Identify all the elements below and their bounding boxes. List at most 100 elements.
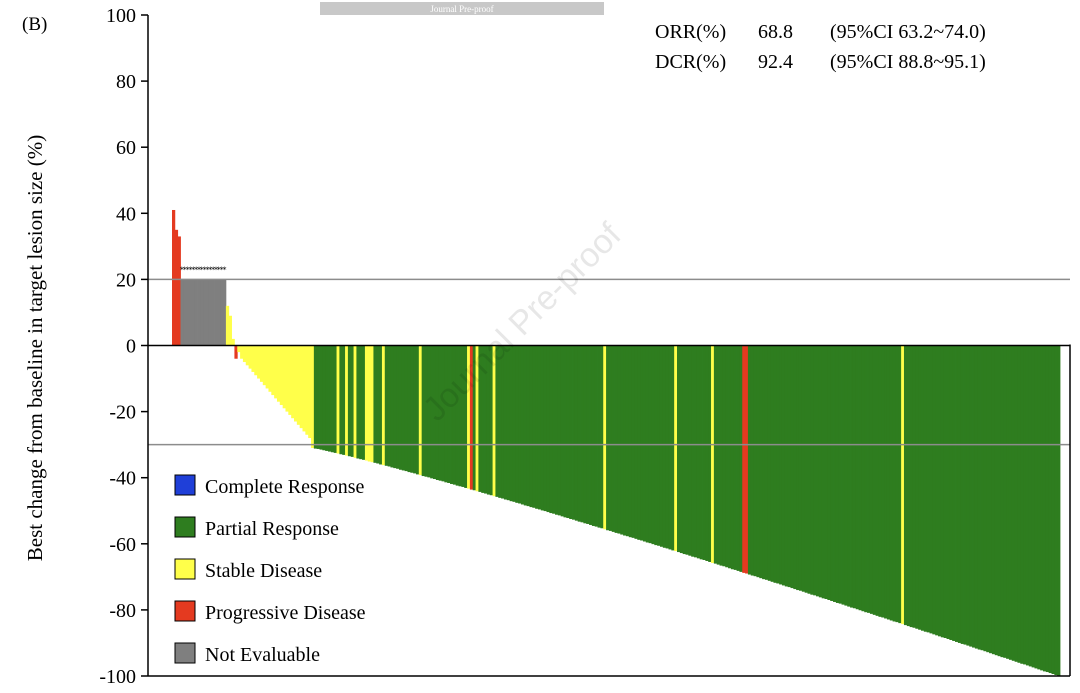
bar-partial (824, 345, 828, 599)
y-axis-label: Best change from baseline in target lesi… (23, 135, 47, 561)
y-tick-label: -80 (109, 600, 136, 622)
bar-partial (679, 345, 684, 554)
bar-partial (617, 345, 621, 534)
bar-stable (262, 345, 267, 386)
bar-partial (1034, 345, 1038, 669)
bar-stable (231, 338, 235, 346)
bar-stable (274, 345, 278, 399)
bar-partial (438, 345, 442, 481)
bar-partial (850, 345, 854, 608)
bar-partial (906, 345, 911, 627)
bar-not-evaluable (217, 279, 221, 346)
bar-partial (642, 345, 647, 542)
bar-partial (977, 345, 981, 650)
bar-partial (625, 345, 630, 537)
not-evaluable-star-marker: * (200, 265, 204, 274)
bar-partial (935, 345, 939, 636)
y-tick-label: -20 (109, 402, 136, 424)
bar-stable (282, 345, 286, 409)
legend-swatch-stable-disease (174, 558, 196, 580)
bar-partial (523, 345, 528, 506)
bar-partial (529, 345, 533, 508)
bar-partial (662, 345, 667, 548)
bar-stable (370, 345, 374, 463)
bar-partial (756, 345, 760, 578)
bar-partial (634, 345, 638, 539)
bar-partial (580, 345, 584, 523)
not-evaluable-star-marker: * (180, 265, 184, 274)
bar-partial (688, 345, 692, 556)
bar-partial (628, 345, 633, 538)
bar-stable (254, 345, 258, 376)
bar-partial (501, 345, 505, 499)
bar-partial (594, 345, 598, 527)
bar-not-evaluable (208, 279, 213, 346)
bar-partial (983, 345, 987, 652)
bar-partial (847, 345, 851, 607)
bar-partial (520, 345, 525, 505)
y-tick-label: -100 (99, 666, 136, 688)
bar-partial (702, 345, 706, 560)
bar-not-evaluable (214, 279, 218, 346)
bar-partial (773, 345, 777, 583)
bar-stable (271, 345, 275, 396)
reference-lines (148, 278, 1070, 446)
bar-stable (225, 305, 230, 346)
bar-partial (555, 345, 559, 515)
bar-partial (342, 345, 346, 455)
bar-partial (884, 345, 888, 619)
bar-partial (1045, 345, 1050, 673)
bar-partial (920, 345, 925, 631)
bar-partial (705, 345, 709, 561)
bar-stable (711, 345, 715, 563)
bar-partial (912, 345, 916, 628)
bar-partial (433, 345, 437, 480)
bar-partial (818, 345, 823, 598)
bar-partial (540, 345, 545, 511)
bar-stable (268, 345, 272, 392)
bar-partial (509, 345, 513, 502)
bar-partial (319, 345, 323, 450)
bar-partial (606, 345, 610, 531)
orr-value: 68.8 (758, 21, 793, 43)
y-tick-label: 40 (116, 203, 136, 225)
bar-partial (835, 345, 840, 603)
bar-partial (957, 345, 962, 643)
bar-partial (611, 345, 615, 532)
bar-stable (293, 345, 298, 422)
bar-stable (296, 345, 301, 425)
bar-partial (793, 345, 797, 590)
not-evaluable-star-marker: * (208, 265, 212, 274)
bar-partial (784, 345, 789, 587)
bar-partial (328, 345, 332, 452)
bar-partial (486, 345, 491, 495)
bar-partial (864, 345, 868, 613)
not-evaluable-star-marker: * (183, 265, 187, 274)
bar-partial (762, 345, 766, 580)
legend-label-stable-disease: Stable Disease (205, 560, 322, 582)
bar-partial (413, 345, 417, 474)
bar-partial (444, 345, 448, 483)
bar-partial (387, 345, 391, 467)
bar-partial (350, 345, 354, 457)
bar-partial (841, 345, 845, 605)
not-evaluable-star-marker: * (197, 265, 201, 274)
bar-partial (586, 345, 590, 524)
bar-partial (379, 345, 383, 465)
bar-partial (728, 345, 732, 569)
bar-partial (867, 345, 871, 613)
watermark-banner (320, 2, 604, 15)
bar-partial (1014, 345, 1018, 662)
bar-partial (478, 345, 482, 492)
bar-stable (467, 345, 471, 489)
bar-partial (503, 345, 508, 500)
bar-partial (532, 345, 536, 508)
bar-partial (1017, 345, 1021, 663)
bar-partial (807, 345, 811, 594)
bar-stable (288, 345, 292, 415)
bar-partial (415, 345, 420, 475)
bar-partial (733, 345, 737, 570)
bar-partial (790, 345, 794, 589)
bar-partial (895, 345, 899, 623)
bar-partial (1023, 345, 1027, 665)
